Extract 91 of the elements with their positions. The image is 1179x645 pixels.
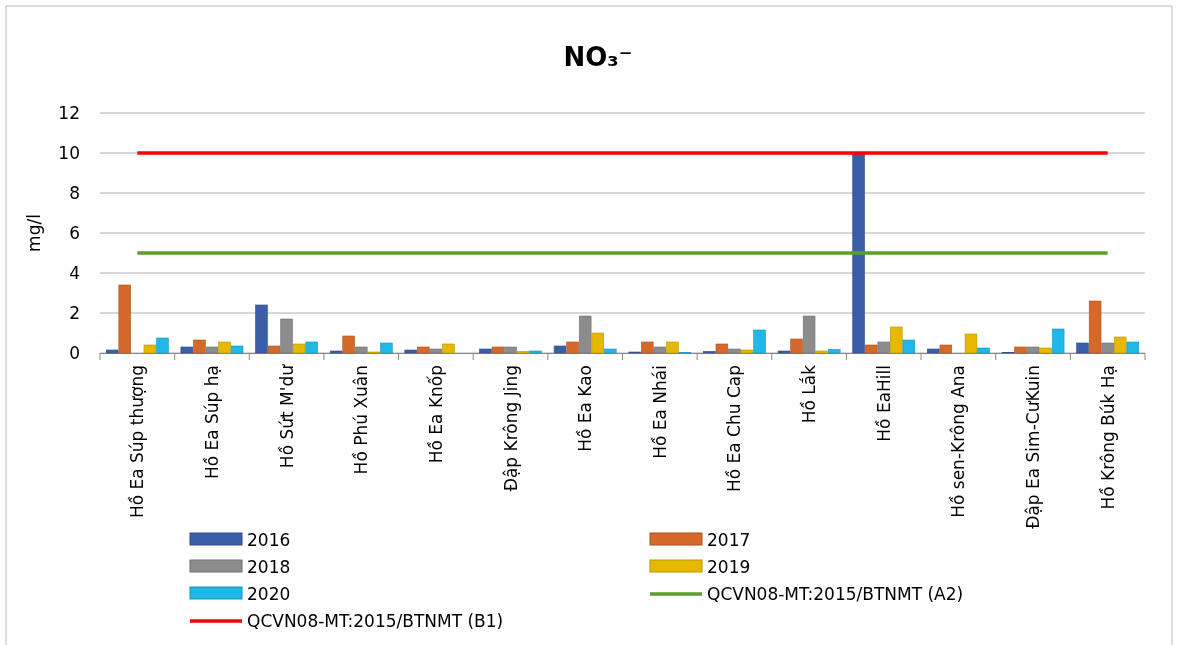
- x-tick-label: Hồ Ea Súp hạ: [201, 365, 222, 480]
- bar: [504, 346, 517, 354]
- legend-label: QCVN08-MT:2015/BTNMT (B1): [247, 611, 504, 631]
- y-tick-label: 2: [69, 302, 80, 323]
- bar: [753, 329, 766, 354]
- x-tick-label: Hồ Krông Búk Hạ: [1097, 365, 1118, 510]
- x-tick-label: Hồ Ea Nhái: [649, 365, 670, 459]
- bar: [728, 348, 741, 354]
- legend-label: 2019: [707, 557, 751, 577]
- bar: [255, 304, 268, 354]
- bar: [404, 349, 417, 354]
- bar: [964, 333, 978, 354]
- bar: [553, 345, 567, 354]
- x-tick-label: Hồ sen-Krông Ana: [948, 365, 969, 518]
- bar: [902, 339, 916, 354]
- bar: [417, 346, 430, 354]
- bar: [977, 347, 990, 354]
- bar: [740, 349, 754, 354]
- bar: [666, 341, 679, 354]
- bar: [1014, 346, 1027, 354]
- bar: [604, 348, 617, 354]
- bar: [156, 337, 169, 354]
- bar: [143, 344, 157, 354]
- bar: [591, 332, 604, 354]
- x-tick-label: Đập Krông Jing: [500, 365, 521, 492]
- bar: [802, 315, 816, 354]
- legend-label: QCVN08-MT:2015/BTNMT (A2): [707, 584, 964, 604]
- bar: [1039, 347, 1052, 354]
- bar: [927, 348, 940, 354]
- bar: [380, 342, 393, 354]
- bar: [815, 350, 828, 354]
- y-tick-label: 12: [58, 102, 80, 123]
- bar: [1026, 346, 1040, 354]
- bar: [877, 341, 890, 354]
- bar: [864, 344, 878, 354]
- bar: [305, 341, 318, 354]
- bar: [529, 350, 542, 354]
- bar: [180, 346, 194, 354]
- bar: [852, 152, 865, 354]
- bar: [292, 343, 306, 354]
- x-tick-label: Hồ Lắk: [799, 364, 820, 424]
- bar: [193, 339, 206, 354]
- bar: [641, 341, 654, 354]
- y-tick-label: 6: [69, 222, 80, 243]
- legend-label: 2016: [247, 530, 291, 550]
- y-tick-label: 0: [69, 342, 80, 363]
- legend-label: 2018: [247, 557, 291, 577]
- bar: [479, 348, 492, 354]
- chart-title: NO₃⁻: [563, 42, 633, 72]
- bar: [442, 343, 455, 354]
- y-tick-label: 8: [69, 182, 80, 203]
- bar: [715, 343, 729, 354]
- x-tick-label: Hồ EaHill: [873, 365, 894, 442]
- bar: [230, 345, 244, 354]
- bar: [205, 346, 219, 354]
- bar: [342, 335, 355, 354]
- bar: [491, 346, 505, 354]
- y-axis-title: mg/l: [24, 214, 44, 252]
- bar: [1076, 342, 1089, 354]
- bar: [1126, 341, 1140, 354]
- bar: [1088, 300, 1102, 354]
- bar: [105, 349, 119, 354]
- x-tick-label: Hồ Ea Chu Cap: [724, 365, 745, 493]
- bar: [578, 315, 592, 354]
- legend-label: 2017: [707, 530, 751, 550]
- bar: [355, 346, 368, 354]
- x-tick-label: Hồ Sứt M'dư: [276, 363, 297, 469]
- x-tick-label: Hồ Ea Knốp: [425, 365, 446, 464]
- bar: [653, 346, 667, 354]
- bar: [566, 341, 579, 354]
- legend-label: 2020: [247, 584, 291, 604]
- bar: [1114, 336, 1127, 354]
- bar: [939, 344, 953, 354]
- x-tick-label: Hồ Ea Súp thượng: [127, 365, 148, 519]
- bar: [890, 326, 903, 354]
- bar: [790, 338, 803, 354]
- y-tick-label: 10: [58, 142, 80, 163]
- bar: [429, 348, 443, 354]
- x-tick-label: Hồ Ea Kao: [575, 365, 596, 452]
- bar: [828, 349, 841, 354]
- bar: [329, 350, 343, 354]
- bar: [218, 341, 231, 354]
- bar: [280, 318, 293, 354]
- bar: [1101, 342, 1114, 354]
- bar: [777, 350, 791, 354]
- x-tick-label: Đập Ea Sim-CưKuin: [1023, 365, 1044, 529]
- bar: [267, 345, 281, 354]
- bar: [1051, 328, 1065, 354]
- x-tick-label: Hồ Phú Xuân: [351, 365, 372, 475]
- y-tick-label: 4: [69, 262, 80, 283]
- bar: [118, 284, 131, 354]
